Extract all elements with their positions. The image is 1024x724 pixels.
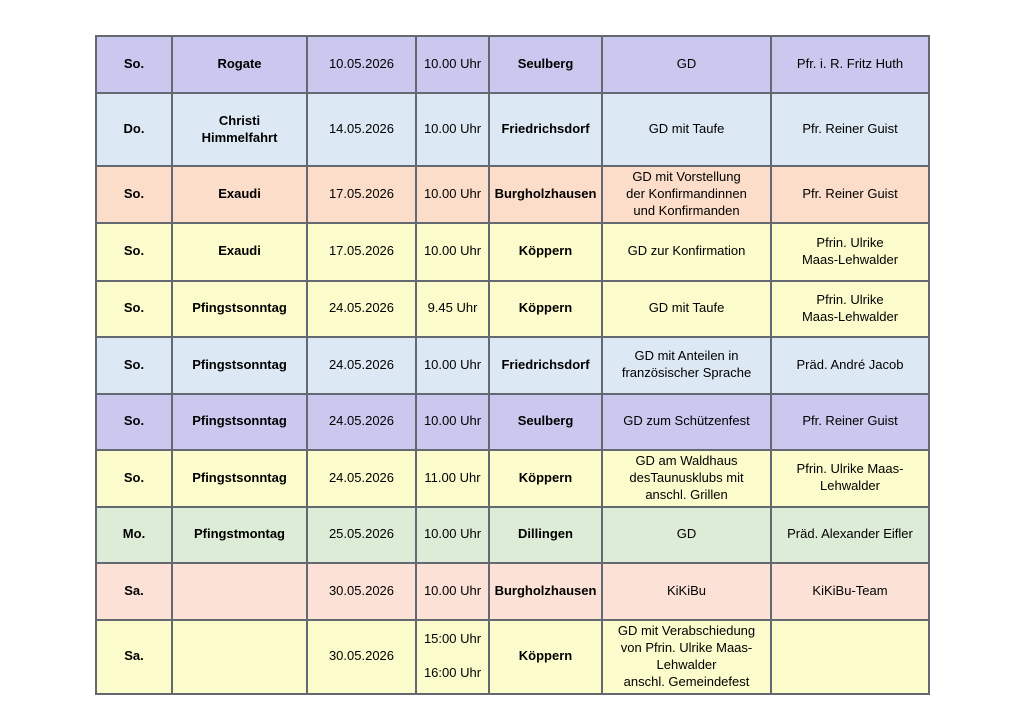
cell-time: 11.00 Uhr <box>415 448 490 508</box>
cell-festival: Christi Himmelfahrt <box>171 92 308 167</box>
cell-place: Köppern <box>488 279 603 338</box>
cell-date: 17.05.2026 <box>306 221 417 282</box>
cell-service: GD zum Schützenfest <box>601 392 772 451</box>
cell-time: 10.00 Uhr <box>415 92 490 167</box>
cell-place: Köppern <box>488 448 603 508</box>
cell-festival: Exaudi <box>171 221 308 282</box>
cell-festival: Pfingstsonntag <box>171 279 308 338</box>
cell-day: So. <box>95 279 173 338</box>
cell-place: Friedrichsdorf <box>488 92 603 167</box>
cell-place: Burgholzhausen <box>488 561 603 621</box>
service-schedule-table: So. Rogate 10.05.2026 10.00 Uhr Seulberg… <box>95 35 930 695</box>
table-row: So. Pfingstsonntag 24.05.2026 11.00 Uhr … <box>95 448 930 508</box>
cell-pastor: Pfr. Reiner Guist <box>770 92 930 167</box>
cell-pastor: Präd. André Jacob <box>770 335 930 395</box>
cell-festival: Pfingstsonntag <box>171 448 308 508</box>
cell-date: 24.05.2026 <box>306 279 417 338</box>
cell-place: Burgholzhausen <box>488 165 603 224</box>
cell-date: 14.05.2026 <box>306 92 417 167</box>
cell-festival: Pfingstsonntag <box>171 335 308 395</box>
table-row: So. Pfingstsonntag 24.05.2026 10.00 Uhr … <box>95 392 930 451</box>
cell-place: Köppern <box>488 221 603 282</box>
cell-time: 10.00 Uhr <box>415 335 490 395</box>
cell-service: GD <box>601 505 772 564</box>
cell-date: 24.05.2026 <box>306 335 417 395</box>
cell-service: GD am Waldhaus desTaunusklubs mit anschl… <box>601 448 772 508</box>
cell-time: 10.00 Uhr <box>415 505 490 564</box>
cell-place: Köppern <box>488 618 603 695</box>
cell-day: So. <box>95 221 173 282</box>
cell-place: Seulberg <box>488 35 603 94</box>
cell-service: GD mit Vorstellung der Konfirmandinnen u… <box>601 165 772 224</box>
cell-time: 10.00 Uhr <box>415 165 490 224</box>
table-row: Sa. 30.05.2026 10.00 Uhr Burgholzhausen … <box>95 561 930 621</box>
cell-pastor: Pfrin. Ulrike Maas-Lehwalder <box>770 279 930 338</box>
cell-time: 10.00 Uhr <box>415 392 490 451</box>
cell-service: GD mit Taufe <box>601 279 772 338</box>
cell-service: GD <box>601 35 772 94</box>
cell-day: Sa. <box>95 561 173 621</box>
table-row: So. Pfingstsonntag 24.05.2026 9.45 Uhr K… <box>95 279 930 338</box>
table-row: So. Exaudi 17.05.2026 10.00 Uhr Köppern … <box>95 221 930 282</box>
cell-pastor: Pfr. i. R. Fritz Huth <box>770 35 930 94</box>
cell-service: GD mit Taufe <box>601 92 772 167</box>
table-row: So. Pfingstsonntag 24.05.2026 10.00 Uhr … <box>95 335 930 395</box>
cell-pastor: Pfrin. Ulrike Maas-Lehwalder <box>770 221 930 282</box>
cell-time: 10.00 Uhr <box>415 35 490 94</box>
cell-festival: Pfingstsonntag <box>171 392 308 451</box>
cell-festival <box>171 561 308 621</box>
cell-day: Sa. <box>95 618 173 695</box>
cell-day: Do. <box>95 92 173 167</box>
cell-festival: Rogate <box>171 35 308 94</box>
cell-pastor: Pfr. Reiner Guist <box>770 392 930 451</box>
table-row: Sa. 30.05.2026 15:00 Uhr 16:00 Uhr Köppe… <box>95 618 930 695</box>
cell-date: 25.05.2026 <box>306 505 417 564</box>
cell-service: GD zur Konfirmation <box>601 221 772 282</box>
cell-time: 9.45 Uhr <box>415 279 490 338</box>
cell-place: Friedrichsdorf <box>488 335 603 395</box>
table-row: Do. Christi Himmelfahrt 14.05.2026 10.00… <box>95 92 930 167</box>
cell-pastor: Pfrin. Ulrike Maas- Lehwalder <box>770 448 930 508</box>
cell-day: So. <box>95 35 173 94</box>
cell-pastor: Pfr. Reiner Guist <box>770 165 930 224</box>
table-row: So. Rogate 10.05.2026 10.00 Uhr Seulberg… <box>95 35 930 94</box>
cell-service: KiKiBu <box>601 561 772 621</box>
cell-day: So. <box>95 392 173 451</box>
cell-time: 15:00 Uhr 16:00 Uhr <box>415 618 490 695</box>
cell-day: So. <box>95 448 173 508</box>
cell-time: 10.00 Uhr <box>415 221 490 282</box>
cell-date: 24.05.2026 <box>306 392 417 451</box>
cell-service: GD mit Verabschiedung von Pfrin. Ulrike … <box>601 618 772 695</box>
cell-day: Mo. <box>95 505 173 564</box>
cell-date: 30.05.2026 <box>306 561 417 621</box>
table-row: Mo. Pfingstmontag 25.05.2026 10.00 Uhr D… <box>95 505 930 564</box>
cell-date: 24.05.2026 <box>306 448 417 508</box>
cell-time: 10.00 Uhr <box>415 561 490 621</box>
cell-date: 17.05.2026 <box>306 165 417 224</box>
cell-festival: Pfingstmontag <box>171 505 308 564</box>
cell-date: 30.05.2026 <box>306 618 417 695</box>
cell-place: Seulberg <box>488 392 603 451</box>
cell-service: GD mit Anteilen in französischer Sprache <box>601 335 772 395</box>
cell-place: Dillingen <box>488 505 603 564</box>
cell-pastor <box>770 618 930 695</box>
cell-pastor: KiKiBu-Team <box>770 561 930 621</box>
cell-day: So. <box>95 335 173 395</box>
table-row: So. Exaudi 17.05.2026 10.00 Uhr Burgholz… <box>95 165 930 224</box>
cell-day: So. <box>95 165 173 224</box>
cell-date: 10.05.2026 <box>306 35 417 94</box>
cell-festival <box>171 618 308 695</box>
cell-pastor: Präd. Alexander Eifler <box>770 505 930 564</box>
cell-festival: Exaudi <box>171 165 308 224</box>
